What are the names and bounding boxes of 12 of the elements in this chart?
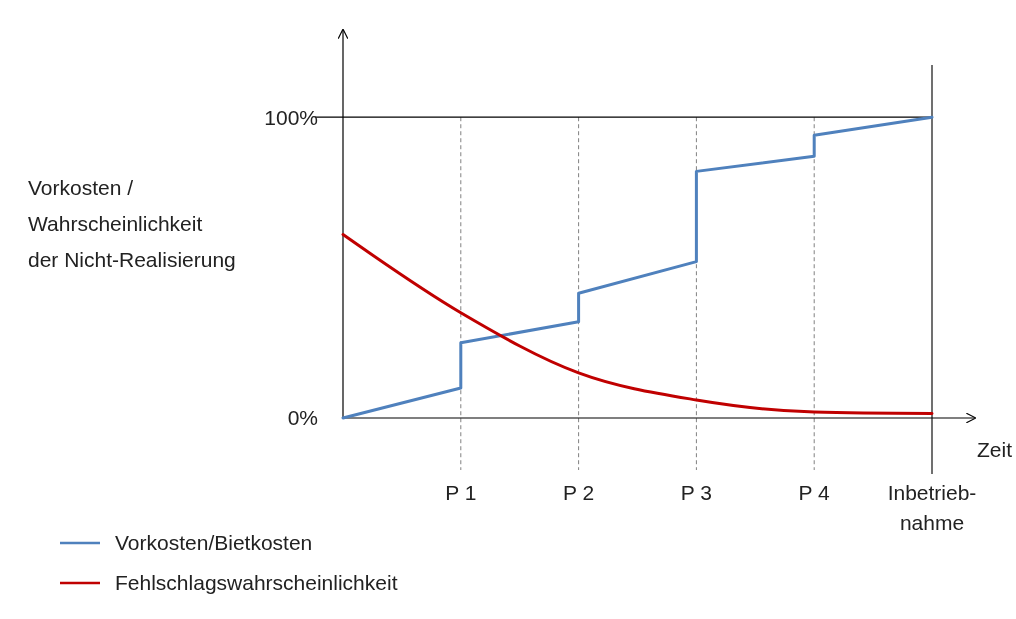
y-axis-title: Vorkosten / Wahrscheinlichkeit der Nicht-Realisierung: [28, 176, 236, 271]
line-series: [341, 233, 934, 415]
y-tick-label: 0%: [287, 406, 318, 430]
y-tick-label: 100%: [264, 105, 318, 129]
x-tick-label: P 2: [563, 481, 595, 504]
x-tick-label: P 1: [445, 481, 477, 504]
x-axis-title: Zeit: [977, 438, 1013, 461]
x-tick-label: P 4: [798, 481, 831, 504]
legend-label: Vorkosten/Bietkosten: [115, 531, 313, 555]
x-tick-label: Inbetrieb- nahme: [887, 481, 977, 534]
x-tick-label: P 3: [680, 481, 712, 504]
legend-label: Fehlschlagswahrscheinlichkeit: [115, 571, 398, 595]
